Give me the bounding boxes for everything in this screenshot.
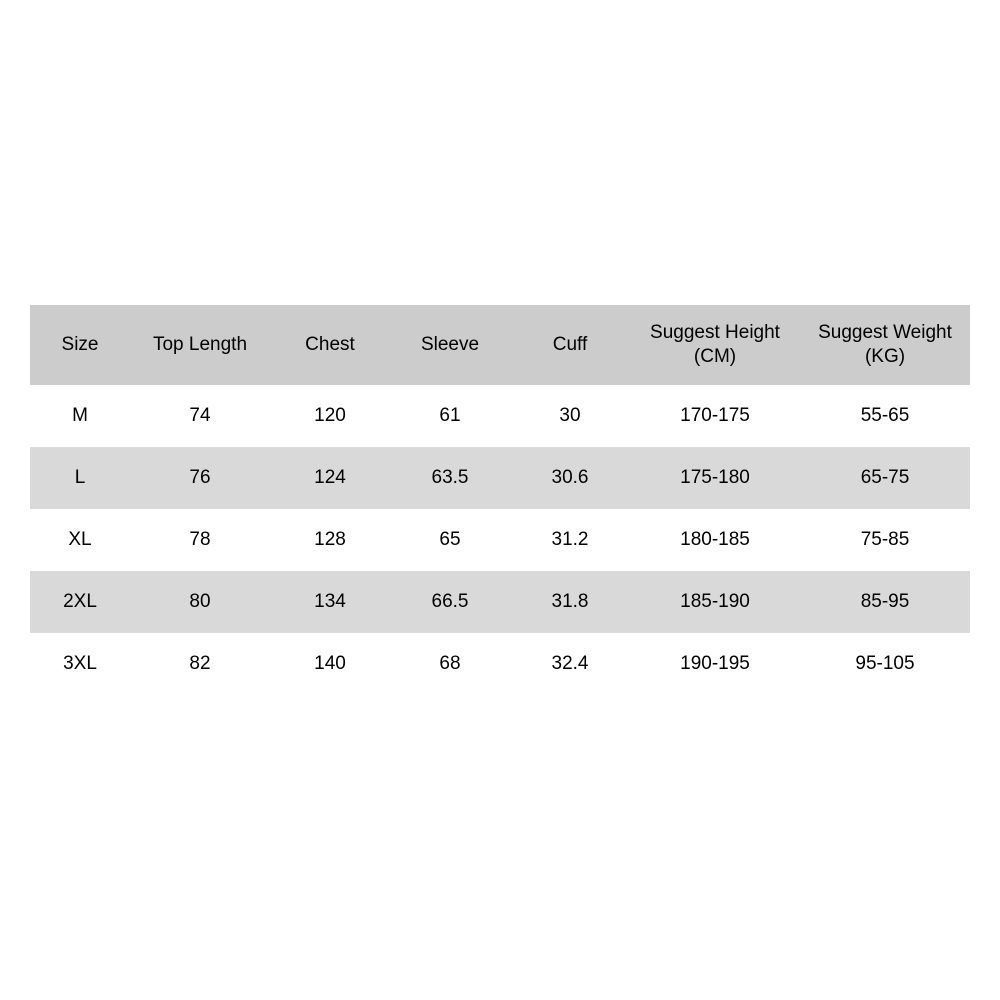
cell-chest: 120 [270,385,390,447]
cell-sleeve: 61 [390,385,510,447]
table-row: 3XL 82 140 68 32.4 190-195 95-105 [30,633,970,695]
col-header-height: Suggest Height (CM) [630,305,800,385]
table-row: XL 78 128 65 31.2 180-185 75-85 [30,509,970,571]
col-header-label: Chest [305,334,355,355]
cell-sleeve: 63.5 [390,447,510,509]
col-header-sub: (CM) [630,345,800,369]
cell-height: 170-175 [630,385,800,447]
cell-cuff: 31.8 [510,571,630,633]
page-container: Size Top Length Chest Sleeve Cuff Sugges… [0,0,1000,1000]
size-chart-table: Size Top Length Chest Sleeve Cuff Sugges… [30,305,970,695]
col-header-label: Cuff [553,334,588,355]
cell-size: M [30,385,130,447]
cell-length: 74 [130,385,270,447]
col-header-label: Suggest Weight [818,322,952,343]
table-row: 2XL 80 134 66.5 31.8 185-190 85-95 [30,571,970,633]
cell-height: 175-180 [630,447,800,509]
col-header-sleeve: Sleeve [390,305,510,385]
col-header-label: Suggest Height [650,322,780,343]
col-header-cuff: Cuff [510,305,630,385]
col-header-label: Top Length [153,334,247,355]
cell-sleeve: 65 [390,509,510,571]
cell-height: 185-190 [630,571,800,633]
cell-chest: 140 [270,633,390,695]
cell-length: 80 [130,571,270,633]
col-header-weight: Suggest Weight (KG) [800,305,970,385]
cell-chest: 134 [270,571,390,633]
cell-weight: 85-95 [800,571,970,633]
col-header-sub: (KG) [800,345,970,369]
cell-chest: 124 [270,447,390,509]
cell-chest: 128 [270,509,390,571]
col-header-label: Sleeve [421,334,479,355]
cell-sleeve: 66.5 [390,571,510,633]
col-header-label: Size [62,334,99,355]
cell-weight: 55-65 [800,385,970,447]
table-row: L 76 124 63.5 30.6 175-180 65-75 [30,447,970,509]
cell-weight: 75-85 [800,509,970,571]
cell-height: 190-195 [630,633,800,695]
cell-size: XL [30,509,130,571]
table-row: M 74 120 61 30 170-175 55-65 [30,385,970,447]
cell-cuff: 32.4 [510,633,630,695]
cell-length: 82 [130,633,270,695]
cell-length: 76 [130,447,270,509]
col-header-size: Size [30,305,130,385]
cell-weight: 95-105 [800,633,970,695]
col-header-chest: Chest [270,305,390,385]
cell-size: L [30,447,130,509]
cell-size: 2XL [30,571,130,633]
cell-sleeve: 68 [390,633,510,695]
cell-weight: 65-75 [800,447,970,509]
cell-cuff: 30.6 [510,447,630,509]
cell-cuff: 31.2 [510,509,630,571]
col-header-length: Top Length [130,305,270,385]
cell-length: 78 [130,509,270,571]
cell-size: 3XL [30,633,130,695]
table-header-row: Size Top Length Chest Sleeve Cuff Sugges… [30,305,970,385]
cell-cuff: 30 [510,385,630,447]
cell-height: 180-185 [630,509,800,571]
